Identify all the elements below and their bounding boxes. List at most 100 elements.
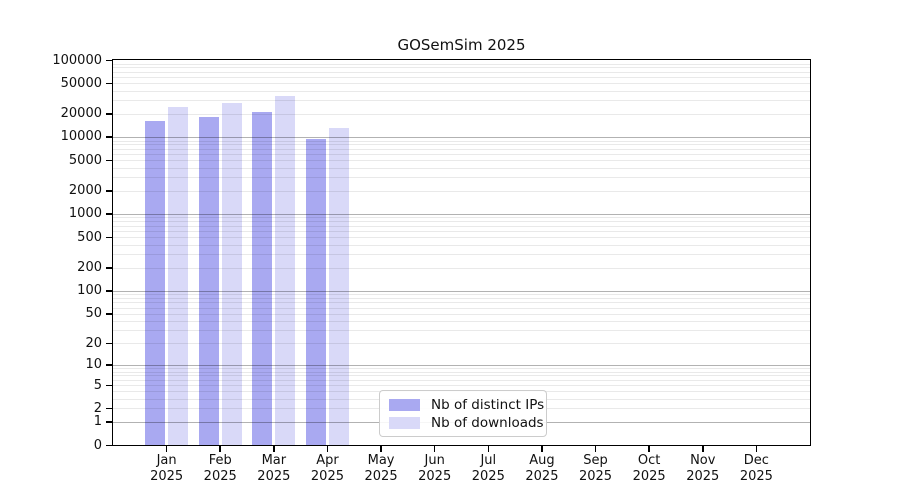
x-tick-label: Mar 2025 (244, 453, 304, 485)
y-tick (106, 407, 112, 410)
bar-distinct-ips (305, 138, 326, 445)
y-tick (106, 384, 112, 387)
gridline (113, 307, 810, 309)
y-tick-label: 200 (77, 260, 102, 276)
x-tick-year: 2025 (203, 469, 237, 484)
y-tick (106, 59, 112, 61)
y-tick-label: 50000 (60, 75, 102, 91)
x-tick-month: Jan (156, 453, 177, 468)
x-tick-year: 2025 (471, 469, 505, 484)
gridline (113, 77, 810, 79)
x-tick-month: Jun (424, 453, 445, 468)
bar-distinct-ips (145, 120, 166, 445)
gridline (113, 298, 810, 300)
legend-swatch-downloads (389, 417, 420, 429)
gridline (113, 100, 810, 102)
x-tick (165, 446, 168, 452)
gridline (113, 294, 810, 296)
gridline (113, 368, 810, 369)
legend-item-downloads: Nb of downloads (389, 415, 544, 431)
x-tick-year: 2025 (364, 469, 398, 484)
gridline (113, 144, 810, 146)
bar-distinct-ips (198, 116, 219, 445)
y-tick-label: 500 (77, 229, 102, 245)
y-tick (106, 313, 112, 315)
x-tick-label: Jan 2025 (137, 453, 197, 485)
y-tick-label: 2000 (68, 183, 102, 199)
y-tick-label: 50 (85, 306, 102, 322)
x-tick-month: Oct (637, 453, 661, 468)
x-tick-label: Apr 2025 (297, 453, 357, 485)
gridline (113, 67, 810, 69)
y-tick (106, 213, 112, 215)
bar-downloads (328, 128, 349, 445)
y-tick-label: 2 (93, 400, 102, 416)
x-tick-year: 2025 (150, 469, 184, 484)
x-tick (380, 446, 382, 452)
y-tick-label: 100 (77, 283, 102, 299)
gridline (113, 364, 810, 366)
y-tick (106, 113, 112, 115)
y-tick (106, 136, 112, 138)
y-tick-label: 1000 (68, 206, 102, 222)
gridline (113, 225, 810, 227)
x-tick-label: Jul 2025 (458, 453, 518, 485)
x-tick (273, 446, 275, 452)
y-tick-label: 10 (85, 357, 102, 373)
gridline (113, 83, 810, 85)
gridline (113, 254, 810, 256)
x-tick-label: Aug 2025 (512, 453, 572, 485)
x-tick-year: 2025 (525, 469, 559, 484)
x-tick-year: 2025 (310, 469, 344, 484)
gridline (113, 217, 810, 219)
x-tick (541, 446, 543, 452)
chart-title: GOSemSim 2025 (397, 36, 526, 54)
gridline (113, 237, 810, 239)
y-tick-label: 20 (85, 335, 102, 351)
gridline (113, 267, 810, 269)
x-tick-year: 2025 (418, 469, 452, 484)
gridline (113, 221, 810, 223)
x-tick-label: Nov 2025 (673, 453, 733, 485)
x-tick-month: Sep (583, 453, 608, 468)
x-tick-year: 2025 (257, 469, 291, 484)
y-tick (106, 236, 112, 239)
x-tick (326, 446, 329, 452)
x-tick (487, 446, 490, 452)
gridline (113, 290, 810, 292)
x-tick-month: Jul (480, 453, 497, 468)
gridline (113, 113, 810, 115)
y-tick (106, 190, 112, 192)
y-tick (106, 267, 112, 269)
x-tick (702, 446, 704, 452)
x-tick-month: Mar (261, 453, 287, 468)
y-tick-label: 5000 (68, 152, 102, 168)
x-tick-label: Feb 2025 (190, 453, 250, 485)
legend-swatch-distinct-ips (389, 399, 420, 411)
gridline (113, 63, 810, 65)
x-tick-month: Aug (529, 453, 555, 468)
x-tick-label: Sep 2025 (566, 453, 626, 485)
gridline (113, 379, 810, 381)
gridline (113, 302, 810, 304)
legend: Nb of distinct IPs Nb of downloads (379, 390, 547, 437)
plot-area: 100000 50000 20000 10000 5000 2000 1000 500 200 1… (52, 54, 811, 484)
gridline (113, 371, 810, 373)
y-tick (106, 364, 112, 366)
bar-downloads (168, 107, 189, 445)
legend-item-distinct-ips: Nb of distinct IPs (389, 397, 544, 413)
y-tick-label: 100000 (52, 52, 102, 68)
y-tick (106, 159, 112, 162)
gridline (113, 136, 810, 138)
gridline (113, 177, 810, 179)
y-tick-label: 20000 (60, 106, 102, 122)
x-tick-label: Jun 2025 (405, 453, 465, 485)
bar-downloads (275, 96, 296, 445)
y-tick-label: 10000 (60, 129, 102, 145)
x-tick-month: Feb (208, 453, 232, 468)
x-tick-year: 2025 (739, 469, 773, 484)
x-tick-month: Nov (690, 453, 716, 468)
x-tick-month: Dec (743, 453, 769, 468)
gridline (113, 385, 810, 387)
